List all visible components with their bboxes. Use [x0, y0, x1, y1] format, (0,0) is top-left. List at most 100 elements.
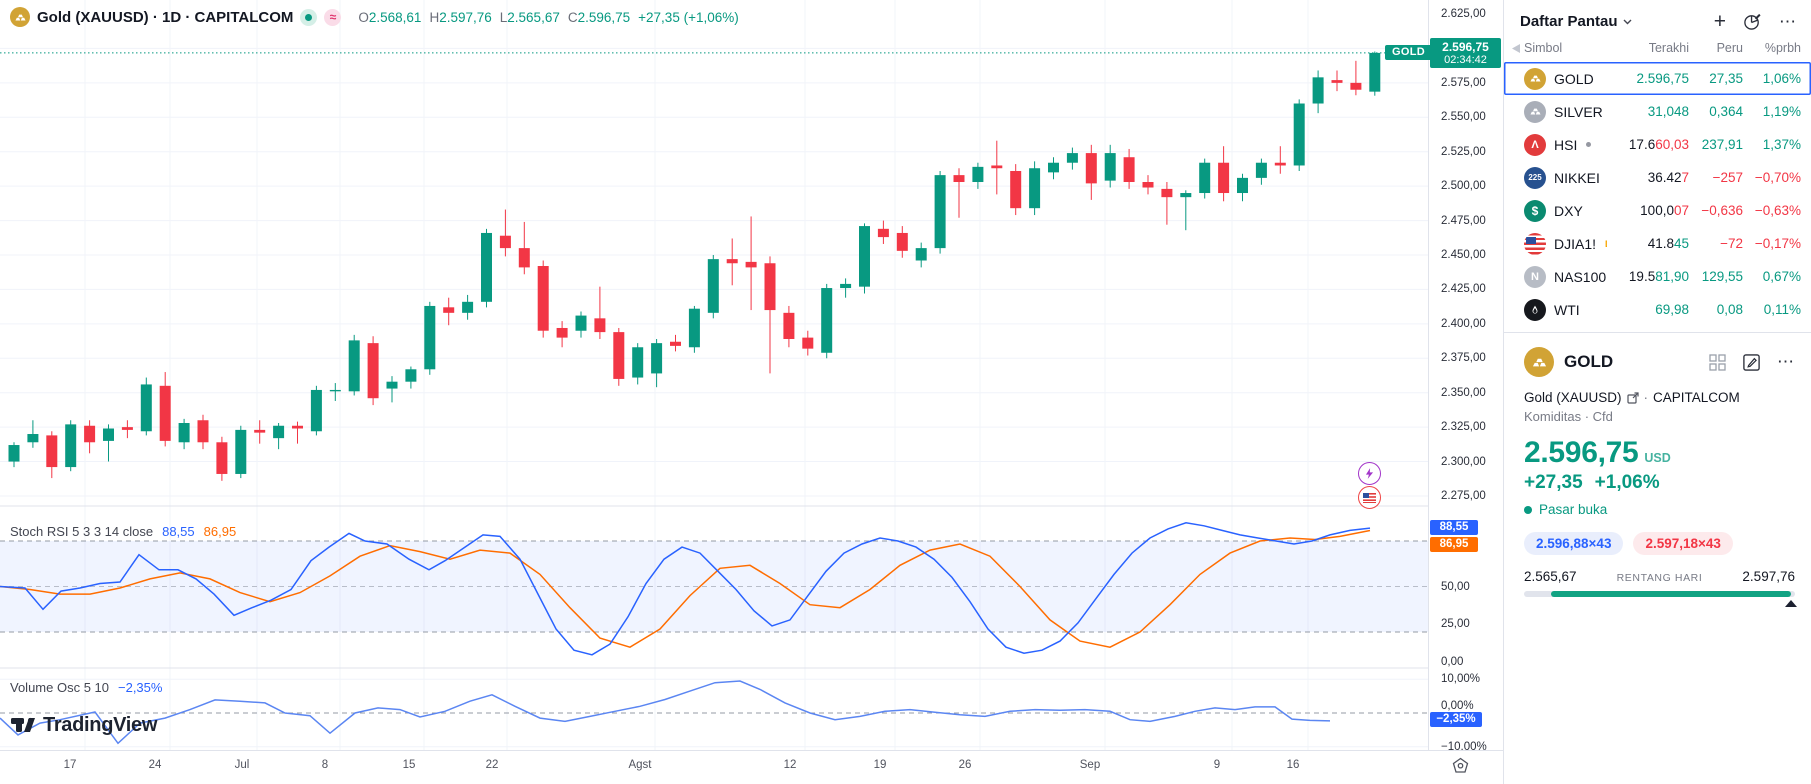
row-last: 19.581,90: [1628, 269, 1689, 284]
alert-wave-toggle[interactable]: ≈: [324, 8, 342, 26]
row-symbol: DJIA1!: [1554, 235, 1597, 252]
row-last: 17.660,03: [1628, 137, 1689, 152]
row-pct: 0,11%: [1763, 302, 1801, 317]
bid-chip[interactable]: 2.596,88×43: [1524, 532, 1624, 555]
candlestick-chart[interactable]: [0, 0, 1428, 750]
chevron-down-icon: [1623, 19, 1632, 24]
tradingview-glyph: [11, 717, 35, 732]
time-axis[interactable]: 17 24 Jul 8 15 22 Agst 12 19 26 Sep 9 16: [0, 750, 1503, 784]
last-price-badge: 2.596,75 02:34:42: [1430, 38, 1501, 68]
volume-axis-label: 0,00%: [1441, 700, 1474, 712]
row-pct: 1,06%: [1762, 71, 1801, 86]
watchlist-row-nikkei[interactable]: 225 NIKKEI 36.427 −257 −0,70%: [1504, 161, 1811, 194]
row-pct: −0,70%: [1754, 170, 1801, 185]
us-flag-event-icon[interactable]: [1358, 486, 1381, 509]
market-status: Pasar buka: [1524, 502, 1795, 517]
watchlist-rows: GOLD 2.596,75 27,35 1,06% SILVER 31,048 …: [1504, 62, 1811, 326]
time-axis-label: 19: [873, 759, 887, 771]
watchlist-row-hsi[interactable]: Λ HSI 17.660,03 237,91 1,37%: [1504, 128, 1811, 161]
gold-icon: [1524, 67, 1546, 90]
stoch-d-value: 86,95: [203, 524, 237, 539]
volume-osc-label: Volume Osc 5 10: [10, 680, 109, 695]
volume-osc-legend[interactable]: Volume Osc 5 10 −2,35%: [10, 680, 162, 695]
watchlist-title-dropdown[interactable]: Daftar Pantau: [1520, 13, 1632, 30]
watchlist-more-icon[interactable]: ⋯: [1779, 11, 1797, 31]
last-price: 2.596,75: [1442, 40, 1489, 54]
volume-osc-value: −2,35%: [118, 680, 163, 695]
row-change: 0,08: [1716, 302, 1743, 317]
watchlist-row-nas100[interactable]: N NAS100 19.581,90 129,55 0,67%: [1504, 260, 1811, 293]
price-axis[interactable]: 2.625,00 2.575,00 2.550,00 2.525,00 2.500,00…: [1428, 0, 1504, 753]
price-axis-label: 2.550,00: [1441, 111, 1486, 124]
time-axis-label: 26: [958, 759, 972, 771]
stoch-rsi-label: Stoch RSI 5 3 3 14 close: [10, 524, 154, 539]
detail-more-icon[interactable]: ⋯: [1777, 352, 1795, 371]
row-symbol: DXY: [1554, 202, 1583, 219]
tradingview-logo[interactable]: TradingView: [10, 712, 157, 738]
watchlist-row-djia1![interactable]: DJIA1!D 41.845 −72 −0,17%: [1504, 227, 1811, 260]
detail-currency: USD: [1644, 451, 1671, 465]
watchlist-header: Daftar Pantau + ⋯: [1504, 0, 1811, 41]
series-symbol-tag: GOLD: [1385, 45, 1432, 60]
detail-change-pct: +1,06%: [1594, 472, 1660, 493]
price-axis-label: 2.475,00: [1441, 214, 1486, 227]
time-axis-label: Sep: [1079, 759, 1101, 771]
watchlist-column-headers[interactable]: Simbol Terakhi Peru %prbh: [1504, 41, 1811, 62]
row-symbol: WTI: [1554, 301, 1580, 318]
stoch-d-line: [0, 529, 1371, 649]
axis-settings-icon[interactable]: [1452, 757, 1469, 774]
row-pct: −0,17%: [1754, 236, 1801, 251]
lightning-idea-icon[interactable]: [1358, 462, 1381, 485]
watchlist-row-dxy[interactable]: $ DXY 100,007 −0,636 −0,63%: [1504, 194, 1811, 227]
external-link-icon[interactable]: [1626, 391, 1639, 404]
detail-gold-icon: [1524, 347, 1554, 377]
bar-countdown: 02:34:42: [1444, 54, 1487, 66]
detail-symbol: GOLD: [1564, 352, 1614, 371]
row-last: 2.596,75: [1636, 71, 1689, 86]
price-axis-label: 2.400,00: [1441, 317, 1486, 330]
stoch-rsi-legend[interactable]: Stoch RSI 5 3 3 14 close 88,55 86,95: [10, 524, 236, 539]
day-range-fill: [1551, 591, 1791, 597]
ask-chip[interactable]: 2.597,18×43: [1633, 532, 1733, 555]
detail-exchange: CAPITALCOM: [1653, 390, 1740, 405]
column-pct: %prbh: [1764, 41, 1801, 55]
add-symbol-button[interactable]: +: [1713, 10, 1726, 33]
row-change: 27,35: [1709, 71, 1743, 86]
silver-icon: [1524, 100, 1546, 123]
detail-change-abs: +27,35: [1524, 472, 1583, 493]
price-axis-label: 2.300,00: [1441, 455, 1486, 468]
volume-osc-line: [0, 680, 1331, 745]
row-change: 129,55: [1701, 269, 1743, 284]
watchlist-row-wti[interactable]: WTI 69,98 0,08 0,11%: [1504, 293, 1811, 326]
change-value: +27,35 (+1,06%): [638, 9, 739, 25]
row-symbol: NIKKEI: [1554, 169, 1600, 186]
day-range-high: 2.597,76: [1742, 569, 1795, 584]
stoch-axis-label: 0,00: [1441, 656, 1464, 669]
stoch-k-badge: 88,55: [1430, 520, 1478, 535]
row-symbol: GOLD: [1554, 70, 1594, 87]
row-change: 0,364: [1709, 104, 1743, 119]
time-axis-label: 9: [1213, 759, 1221, 771]
detail-name[interactable]: Gold (XAUUSD): [1524, 390, 1622, 405]
tradingview-wordmark: TradingView: [43, 713, 158, 736]
list-share-icon[interactable]: [1743, 12, 1762, 31]
day-range-marker: [1784, 600, 1797, 607]
row-change: −0,636: [1701, 203, 1743, 218]
row-symbol: HSI: [1554, 136, 1578, 153]
time-axis-label: 16: [1286, 759, 1300, 771]
row-symbol: SILVER: [1554, 103, 1603, 120]
edit-note-icon[interactable]: [1742, 353, 1761, 372]
watchlist-row-silver[interactable]: SILVER 31,048 0,364 1,19%: [1504, 95, 1811, 128]
symbol-title[interactable]: Gold (XAUUSD) · 1D · CAPITALCOM: [37, 8, 294, 26]
grid-view-icon[interactable]: [1709, 353, 1726, 371]
market-status-toggle[interactable]: [300, 8, 318, 26]
price-axis-label: 2.375,00: [1441, 352, 1486, 365]
chart-legend: Gold (XAUUSD) · 1D · CAPITALCOM ≈ O2.568…: [10, 7, 739, 27]
stoch-k-value: 88,55: [162, 524, 195, 539]
flag-column-icon[interactable]: [1510, 43, 1522, 54]
watchlist-row-gold[interactable]: GOLD 2.596,75 27,35 1,06%: [1504, 62, 1811, 95]
volume-osc-badge: −2,35%: [1430, 712, 1482, 727]
row-pct: 1,19%: [1762, 104, 1801, 119]
gold-symbol-icon: [10, 7, 30, 27]
row-last: 69,98: [1655, 302, 1689, 317]
